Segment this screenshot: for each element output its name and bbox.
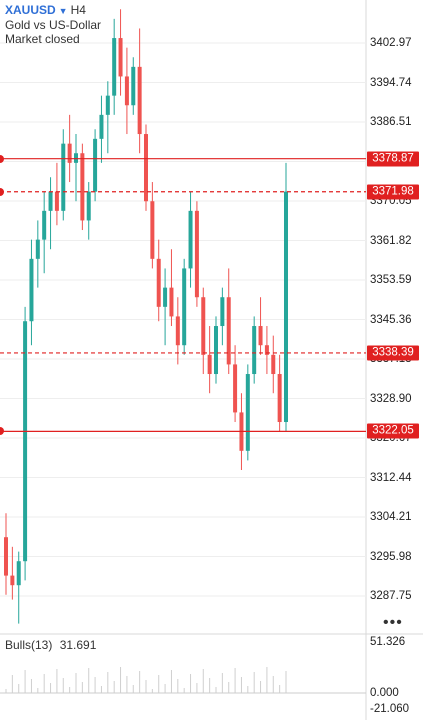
candle-body xyxy=(118,38,123,77)
candle-body xyxy=(220,297,225,327)
candle-body xyxy=(277,374,282,423)
candle-body xyxy=(112,38,117,96)
oscillator-tick: 0.000 xyxy=(370,687,399,699)
candle-body xyxy=(137,66,142,135)
candle-body xyxy=(80,153,85,221)
candle-body xyxy=(29,258,34,322)
symbol-header[interactable]: XAUUSD ▼ H4 xyxy=(5,3,86,18)
candle-body xyxy=(42,210,47,240)
candle-body xyxy=(105,95,110,115)
price-level-label[interactable]: 3378.87 xyxy=(367,151,419,167)
candle-body xyxy=(233,364,238,413)
candle-body xyxy=(182,268,187,346)
candle-body xyxy=(214,326,218,375)
symbol-label[interactable]: XAUUSD xyxy=(5,3,56,17)
price-tick: 3312.44 xyxy=(370,471,412,484)
candle-body xyxy=(93,138,98,192)
price-level-label[interactable]: 3322.05 xyxy=(367,423,419,439)
price-tick: 3287.75 xyxy=(370,590,412,602)
candle-body xyxy=(264,345,269,355)
oscillator-value: 31.691 xyxy=(59,638,97,652)
instrument-name: Gold vs US-Dollar xyxy=(5,18,102,32)
price-tick: 3304.21 xyxy=(370,511,412,523)
price-tick: 3394.74 xyxy=(370,76,412,89)
price-tick: 3328.90 xyxy=(370,392,412,405)
candle-body xyxy=(35,239,40,259)
candle-body xyxy=(54,191,59,211)
candle-body xyxy=(4,537,8,576)
level-handle-icon[interactable] xyxy=(0,154,4,163)
candle-body xyxy=(284,191,288,423)
candle-body xyxy=(258,326,263,346)
candle-body xyxy=(163,287,168,307)
candle-body xyxy=(226,297,231,365)
level-handle-icon[interactable] xyxy=(0,187,4,196)
candle-body xyxy=(67,143,72,163)
timeframe-label[interactable]: H4 xyxy=(70,3,86,17)
oscillator-legend: Bulls(13) 31.691 xyxy=(5,638,96,652)
candle-body xyxy=(156,258,161,307)
oscillator-name: Bulls(13) xyxy=(5,638,53,652)
price-tick: 3361.82 xyxy=(370,234,412,247)
candle-body xyxy=(207,354,212,375)
price-tick: 3386.51 xyxy=(370,116,412,128)
more-options-icon[interactable]: ••• xyxy=(383,614,403,631)
candle-body xyxy=(124,76,129,106)
candle-body xyxy=(194,210,199,298)
candle-body xyxy=(201,297,206,355)
candle-body xyxy=(271,354,276,375)
candle-body xyxy=(150,201,155,259)
candle-body xyxy=(188,210,193,269)
price-tick: 3295.98 xyxy=(370,550,412,563)
dropdown-caret-icon[interactable]: ▼ xyxy=(58,6,68,16)
candle-body xyxy=(23,321,28,562)
candle-body xyxy=(99,114,104,139)
price-tick: 3353.59 xyxy=(370,274,412,286)
candle-body xyxy=(252,326,257,375)
candle-body xyxy=(10,575,15,586)
price-level-label[interactable]: 3371.98 xyxy=(367,184,419,200)
candle-body xyxy=(175,316,180,346)
price-level-label[interactable]: 3338.39 xyxy=(367,345,419,361)
candle-body xyxy=(144,134,148,202)
price-tick: 3402.97 xyxy=(370,37,412,49)
candle-body xyxy=(245,374,250,451)
candle-body xyxy=(48,191,53,211)
candle-body xyxy=(169,287,174,317)
candle-body xyxy=(61,143,66,211)
candle-body xyxy=(86,191,91,221)
oscillator-tick: -21.060 xyxy=(370,703,410,715)
candle-body xyxy=(131,66,136,106)
oscillator-tick: 51.326 xyxy=(370,636,406,648)
level-handle-icon[interactable] xyxy=(0,427,4,436)
market-status: Market closed xyxy=(5,32,80,46)
candle-body xyxy=(16,561,21,586)
price-tick: 3345.36 xyxy=(370,313,412,326)
candle-body xyxy=(74,153,78,163)
